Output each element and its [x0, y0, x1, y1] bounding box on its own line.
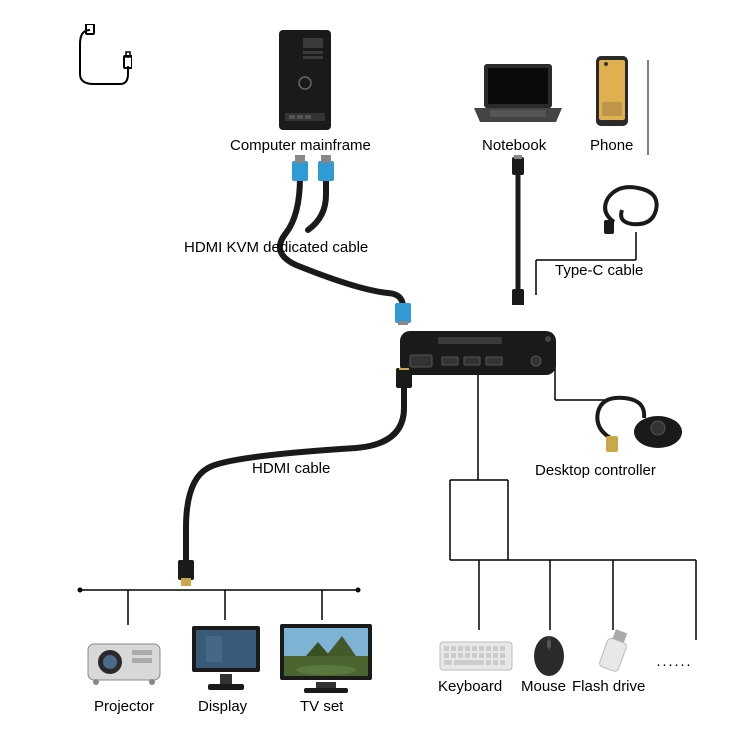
computer-mainframe-icon	[275, 28, 335, 138]
flash-drive-label: Flash drive	[572, 678, 645, 695]
kvm-switch-icon	[398, 325, 558, 386]
desktop-controller-label: Desktop controller	[535, 462, 656, 479]
type-c-cable-label: Type-C cable	[555, 262, 643, 279]
phone-label: Phone	[590, 137, 633, 154]
hdmi-kvm-cable-label: HDMI KVM dedicated cable	[184, 239, 368, 256]
type-c-cable-icon	[488, 155, 548, 310]
display-label: Display	[198, 698, 247, 715]
phone-icon	[592, 54, 632, 135]
notebook-icon	[470, 60, 566, 135]
hdmi-cable-label: HDMI cable	[252, 460, 330, 477]
hdmi-cable-icon	[168, 368, 418, 593]
keyboard-label: Keyboard	[438, 678, 502, 695]
ellipsis-label: ······	[656, 656, 692, 673]
projector-label: Projector	[94, 698, 154, 715]
projector-icon	[82, 630, 166, 695]
display-icon	[186, 622, 266, 701]
computer-mainframe-label: Computer mainframe	[230, 137, 371, 154]
usb-cable-icon	[76, 24, 132, 93]
tv-set-label: TV set	[300, 698, 343, 715]
notebook-label: Notebook	[482, 137, 546, 154]
mouse-label: Mouse	[521, 678, 566, 695]
mouse-icon	[528, 630, 570, 683]
desktop-controller-icon	[588, 388, 688, 463]
keyboard-icon	[438, 636, 514, 681]
tv-set-icon	[276, 620, 376, 701]
type-c-coil-icon	[594, 182, 674, 243]
flash-drive-icon	[594, 626, 634, 683]
